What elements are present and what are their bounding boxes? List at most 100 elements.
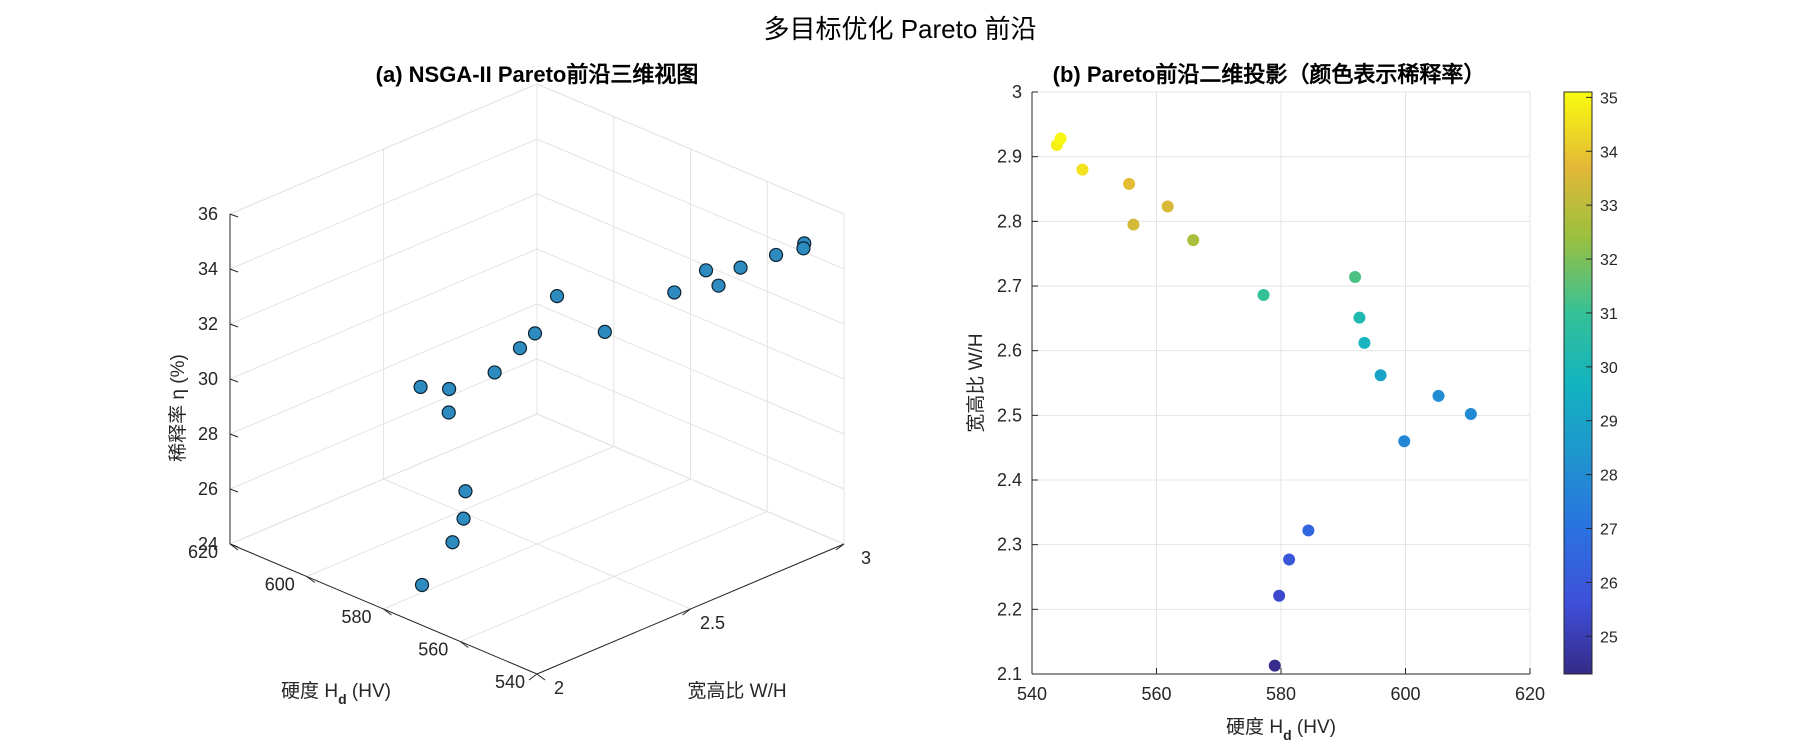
panel-b-point: [1353, 311, 1366, 324]
panel-a-point: [456, 511, 471, 526]
panel-a-ztick: [229, 268, 239, 273]
panel-b-xtick-label: 620: [1515, 684, 1545, 704]
colorbar-tick-label: 34: [1600, 144, 1618, 161]
panel-b-ytick-label: 3: [1012, 82, 1022, 102]
panel-a-xlabel: 硬度 Hd (HV): [281, 680, 391, 707]
panel-a-ztick-label: 30: [198, 369, 218, 389]
panel-a-ylabel: 宽高比 W/H: [687, 680, 786, 702]
colorbar-tick-label: 25: [1600, 629, 1618, 646]
panel-b-ytick-label: 2.7: [997, 276, 1022, 296]
panel-b-ytick-label: 2.2: [997, 599, 1022, 619]
panel-b-ytick-label: 2.1: [997, 664, 1022, 684]
colorbar-tick-label: 30: [1600, 360, 1618, 377]
panel-a-xtick-label: 540: [495, 672, 525, 692]
panel-a-wall-grid: [229, 248, 538, 380]
panel-b-ylabel: 宽高比 W/H: [965, 333, 987, 432]
panel-a-ytick-label: 2: [554, 678, 564, 698]
panel-3d-view: (a) NSGA-II Pareto前沿三维视图 540 560 580 600 620…: [167, 62, 871, 707]
panel-a-wall-grid: [536, 303, 845, 435]
panel-b-point: [1374, 369, 1387, 382]
panel-b-ytick-label: 2.5: [997, 405, 1022, 425]
colorbar-tick-label: 33: [1600, 198, 1618, 215]
panel-b-points: [1050, 132, 1477, 672]
panel-a-point: [441, 405, 456, 420]
panel-a-xtick: [306, 576, 316, 583]
colorbar-tick-label: 29: [1600, 414, 1618, 431]
panel-a-xtick: [459, 641, 469, 648]
panel-b-xtick-label: 600: [1390, 684, 1420, 704]
panel-b-xlabel: 硬度 Hd (HV): [1226, 716, 1336, 743]
panel-b-point: [1464, 408, 1477, 421]
panel-b-xtick-label: 540: [1017, 684, 1047, 704]
panel-a-xtick-label: 560: [418, 640, 448, 660]
panel-a-wall-grid: [229, 303, 538, 435]
panel-a-point: [442, 381, 457, 397]
panel-b-point: [1187, 234, 1200, 247]
panel-a-xtick-label: 600: [265, 575, 295, 595]
panel-a-xtick: [383, 608, 392, 616]
panel-a-ytick: [682, 608, 691, 616]
panel-b-tick-labels: 540 560 580 600 620 2.1 2.2 2.3 2.4 2.5 2.6 2.7 2.8 2…: [997, 82, 1545, 704]
panel-a-point: [698, 263, 714, 278]
panel-a-ztick-label: 24: [198, 534, 218, 554]
colorbar-tick-label: 27: [1600, 522, 1618, 539]
panel-a-ztick-label: 28: [198, 424, 218, 444]
panel-a-point: [549, 288, 565, 304]
panel-a-ytick: [528, 673, 538, 681]
colorbar-tick-label: 35: [1600, 90, 1618, 107]
panel-b-xtick-label: 560: [1141, 684, 1171, 704]
panel-a-point: [413, 379, 428, 395]
panel-a-wall-grid: [229, 358, 538, 490]
panel-b-point: [1161, 200, 1174, 213]
panel-b-point: [1076, 163, 1089, 176]
panel-a-xtick: [536, 673, 546, 681]
panel-b-point: [1283, 553, 1296, 566]
panel-a-ztick-label: 34: [198, 259, 218, 279]
panel-a-tick-labels: 540 560 580 600 620 2 2.5 3 24 26 28 30 32 34 36: [188, 204, 871, 698]
panel-a-back-edge: [536, 413, 845, 545]
panel-b-xtick-label: 580: [1266, 684, 1296, 704]
panel-a-wall-grid: [536, 248, 845, 380]
panel-a-wall-grid: [229, 193, 538, 325]
panel-a-title: (a) NSGA-II Pareto前沿三维视图: [376, 62, 699, 87]
panel-a-ytick: [835, 543, 845, 551]
panel-b-point: [1432, 389, 1445, 402]
panel-a-ztick: [229, 378, 239, 383]
colorbar-tick-label: 31: [1600, 306, 1618, 323]
panel-2d-projection: (b) Pareto前沿二维投影（颜色表示稀释率） 540 560 580 600 62…: [965, 62, 1618, 743]
colorbar: 25 26 27 28 29 30 31 32 33 34 35: [1563, 90, 1618, 675]
panel-b-point: [1358, 336, 1371, 349]
panel-a-ztick-label: 26: [198, 479, 218, 499]
panel-a-point: [733, 260, 748, 275]
panel-a-ztick: [229, 433, 239, 438]
panel-a-points: [413, 236, 812, 593]
panel-a-ztick-label: 32: [198, 314, 218, 334]
panel-b-title: (b) Pareto前沿二维投影（颜色表示稀释率）: [1053, 62, 1486, 87]
panel-a-back-edge: [536, 83, 845, 215]
colorbar-tick-label: 32: [1600, 252, 1618, 269]
panel-a-zlabel: 稀释率 η (%): [167, 354, 189, 462]
panel-b-ytick-label: 2.6: [997, 341, 1022, 361]
panel-a-ztick: [229, 488, 239, 493]
panel-a-ztick: [229, 543, 239, 548]
panel-b-ytick-label: 2.9: [997, 147, 1022, 167]
panel-a-point: [414, 577, 430, 593]
panel-a-point: [597, 324, 612, 339]
panel-a-point: [458, 484, 473, 499]
panel-b-point: [1123, 177, 1136, 190]
panel-b-point: [1268, 659, 1281, 672]
panel-a-ztick: [229, 323, 239, 328]
panel-a-axes: [229, 83, 845, 681]
panel-b-point: [1273, 589, 1286, 602]
panel-a-ztick: [229, 213, 239, 218]
panel-b-ytick-label: 2.4: [997, 470, 1022, 490]
panel-b-point: [1127, 218, 1140, 231]
panel-b-point: [1349, 270, 1362, 283]
figure-title: 多目标优化 Pareto 前沿: [763, 14, 1036, 44]
panel-a-point: [667, 285, 682, 300]
panel-a-xtick-label: 580: [341, 607, 371, 627]
panel-b-ytick-label: 2.3: [997, 535, 1022, 555]
panel-a-point: [796, 241, 811, 256]
panel-a-wall-grid: [536, 193, 845, 325]
